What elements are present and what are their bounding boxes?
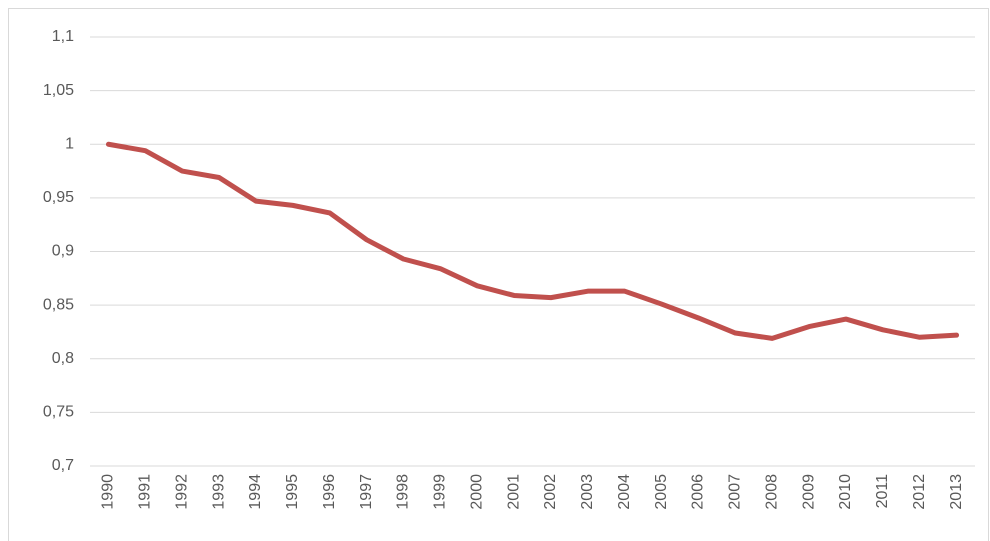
y-tick-label: 1,05	[43, 82, 74, 99]
x-tick-label: 2009	[800, 474, 817, 510]
x-tick-label: 2008	[763, 474, 780, 510]
y-tick-label: 0,8	[52, 350, 74, 367]
x-tick-label: 2003	[579, 474, 596, 510]
x-tick-label: 2006	[690, 474, 707, 510]
x-tick-label: 1992	[173, 474, 190, 510]
x-tick-label: 1996	[321, 474, 338, 510]
x-tick-label: 2013	[948, 474, 965, 510]
x-tick-label: 2000	[468, 474, 485, 510]
x-tick-label: 1991	[137, 474, 154, 510]
y-tick-label: 0,85	[43, 296, 74, 313]
x-tick-label: 2010	[837, 474, 854, 510]
x-tick-label: 1998	[395, 474, 412, 510]
y-tick-label: 1,1	[52, 28, 74, 45]
y-tick-label: 0,9	[52, 243, 74, 260]
x-tick-label: 2011	[874, 474, 891, 509]
x-tick-label: 2007	[727, 474, 744, 510]
x-tick-label: 2005	[653, 474, 670, 510]
x-tick-label: 1999	[432, 474, 449, 510]
chart-border	[8, 8, 989, 541]
x-tick-label: 2004	[616, 474, 633, 510]
x-tick-label: 1990	[100, 474, 117, 510]
y-tick-label: 0,7	[52, 457, 74, 474]
y-tick-label: 0,95	[43, 189, 74, 206]
y-tick-label: 0,75	[43, 404, 74, 421]
y-tick-label: 1	[65, 135, 74, 152]
x-tick-label: 2002	[542, 474, 559, 510]
x-tick-label: 2001	[505, 474, 522, 510]
x-tick-label: 1993	[210, 474, 227, 510]
data-line	[105, 141, 960, 341]
x-tick-label: 1997	[358, 474, 375, 510]
x-tick-label: 2012	[911, 474, 928, 510]
x-tick-label: 1994	[247, 474, 264, 510]
x-tick-label: 1995	[284, 474, 301, 510]
